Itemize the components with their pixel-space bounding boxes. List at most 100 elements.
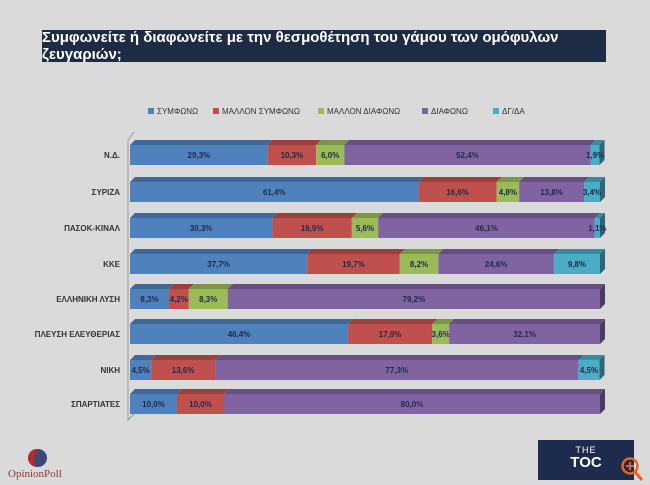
thetoc-logo-small: THE (575, 445, 597, 455)
bar-side (600, 319, 605, 344)
bar-top (215, 355, 584, 360)
data-label: 1,9% (586, 151, 604, 160)
data-label: 8,2% (410, 260, 428, 269)
data-label: 4,8% (499, 188, 517, 197)
bar-top (553, 249, 605, 254)
bar-segment (418, 182, 497, 202)
data-label: 16,9% (301, 224, 324, 233)
bar-segment (519, 182, 585, 202)
thetoc-logo-big: TOC (570, 454, 602, 471)
legend-swatch (318, 108, 324, 114)
bar-segment (267, 145, 317, 165)
bar-top (130, 319, 354, 324)
bar-segment (272, 218, 352, 238)
bar-segment (151, 360, 216, 380)
bar-segment (177, 394, 224, 414)
zoom-in-icon[interactable] (620, 456, 644, 482)
bar-top (130, 284, 175, 289)
bar-top (438, 249, 559, 254)
data-label: 77,3% (385, 366, 408, 375)
bar-top (307, 249, 405, 254)
opinionpoll-logo (27, 448, 47, 467)
bar-top (227, 284, 605, 289)
bar-segment (432, 324, 450, 344)
bar-segment (553, 254, 600, 274)
bar-segment (307, 254, 400, 274)
bar-segment (378, 218, 595, 238)
data-label: 4,2% (170, 295, 188, 304)
bar-top (578, 355, 605, 360)
bar-segment (130, 182, 419, 202)
bar-segment (130, 254, 308, 274)
data-label: 5,6% (356, 224, 374, 233)
bar-top (188, 284, 233, 289)
thetoc-logo: THE TOC (538, 440, 634, 480)
data-label: 37,7% (207, 260, 230, 269)
category-label: ΣΠΑΡΤΙΑΤΕΣ (71, 400, 120, 409)
data-label: 4,5% (131, 366, 149, 375)
bar-top (449, 319, 605, 324)
data-label: 1,1% (588, 224, 606, 233)
bar-segment (344, 145, 591, 165)
bar-top (130, 389, 182, 394)
bar-top (594, 213, 605, 218)
bar-segment (316, 145, 345, 165)
data-label: 3,4% (583, 188, 601, 197)
bar-top (130, 355, 157, 360)
bar-segment (584, 182, 600, 202)
data-label: 9,8% (568, 260, 586, 269)
bar-top (130, 213, 278, 218)
legend-swatch (148, 108, 154, 114)
bar-top (432, 319, 455, 324)
data-label: 10,0% (189, 400, 212, 409)
category-label: ΚΚΕ (103, 260, 121, 269)
data-label: 46,1% (475, 224, 498, 233)
bar-top (590, 140, 605, 145)
bar-segment (130, 289, 170, 309)
category-label: ΠΑΣΟΚ-ΚΙΝΑΛ (64, 224, 121, 233)
bar-segment (594, 218, 600, 238)
legend-label: ΣΥΜΦΩΝΩ (157, 107, 198, 116)
bar-segment (130, 145, 268, 165)
bar-segment (590, 145, 600, 165)
bar-top (378, 213, 600, 218)
bar-side (599, 140, 605, 165)
data-label: 46,4% (228, 330, 251, 339)
data-label: 79,2% (403, 295, 426, 304)
bar-segment (449, 324, 600, 344)
category-label: ΕΛΛΗΝΙΚΗ ΛΥΣΗ (56, 295, 120, 304)
bar-segment (227, 289, 600, 309)
data-label: 8,3% (199, 295, 217, 304)
chart-title: Συμφωνείτε ή διαφωνείτε με την θεσμοθέτη… (42, 29, 606, 63)
bar-segment (348, 324, 433, 344)
bar-top (224, 389, 605, 394)
bar-top (169, 284, 194, 289)
data-label: 24,6% (485, 260, 508, 269)
bar-top (399, 249, 444, 254)
bar-segment (578, 360, 600, 380)
data-label: 61,4% (263, 188, 286, 197)
bar-top (151, 355, 221, 360)
stacked-bar-chart: ΣΥΜΦΩΝΩ ΜΑΛΛΟΝ ΣΥΜΦΩΝΩ ΜΑΛΛΟΝ ΔΙΑΦΩΝΩ ΔΙΑΦΩ… (35, 107, 607, 422)
bar-top (496, 177, 525, 182)
data-label: 13,6% (172, 366, 195, 375)
bar-top (267, 140, 322, 145)
data-label: 32,1% (513, 330, 536, 339)
data-label: 13,8% (540, 188, 563, 197)
opinionpoll-logo-text: OpinionPoll (8, 468, 62, 480)
bar-top (351, 213, 384, 218)
bar-side (600, 177, 605, 202)
bar-side (600, 389, 605, 414)
legend-label: ΜΑΛΛΟΝ ΣΥΜΦΩΝΩ (222, 107, 300, 116)
data-label: 16,6% (446, 188, 469, 197)
category-label: ΣΥΡΙΖΑ (92, 188, 121, 197)
legend-swatch (422, 108, 428, 114)
bar-top (584, 177, 605, 182)
bar-top (344, 140, 596, 145)
bar-segment (438, 254, 554, 274)
bar-top (272, 213, 357, 218)
category-label: ΝΙΚΗ (100, 366, 120, 375)
data-label: 17,9% (379, 330, 402, 339)
data-label: 6,0% (321, 151, 339, 160)
bar-segment (130, 394, 177, 414)
